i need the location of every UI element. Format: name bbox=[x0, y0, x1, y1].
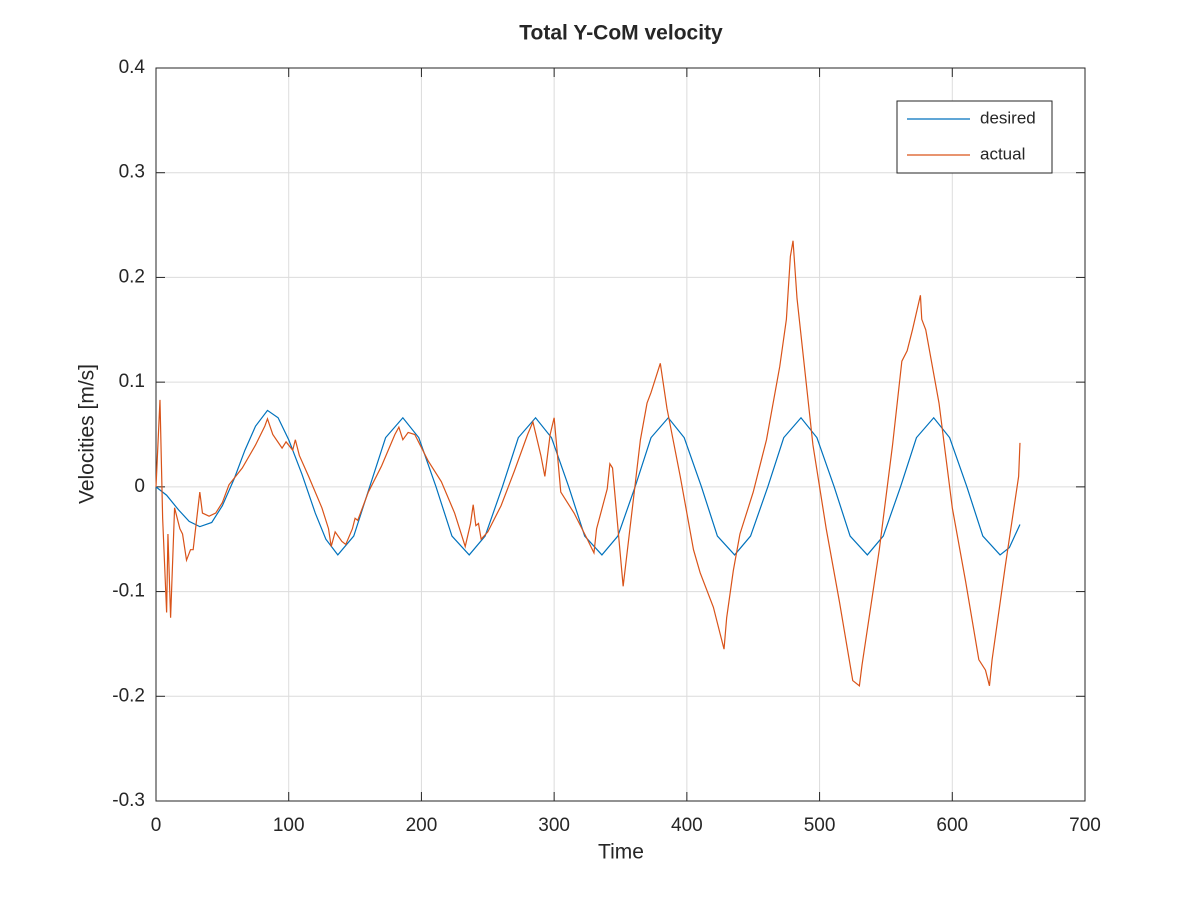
legend-label: actual bbox=[980, 144, 1025, 163]
x-tick-label: 100 bbox=[273, 815, 305, 836]
series-line bbox=[155, 240, 1021, 687]
y-axis-label: Velocities [m/s] bbox=[76, 364, 99, 504]
y-tick-label: 0.2 bbox=[119, 266, 145, 287]
y-tick-label: 0.3 bbox=[119, 162, 145, 183]
y-tick-label: -0.1 bbox=[112, 581, 145, 602]
x-tick-label: 200 bbox=[406, 815, 438, 836]
x-tick-label: 500 bbox=[804, 815, 836, 836]
chart-title: Total Y-CoM velocity bbox=[519, 22, 723, 45]
x-tick-label: 600 bbox=[936, 815, 968, 836]
x-tick-label: 700 bbox=[1069, 815, 1101, 836]
legend-label: desired bbox=[980, 108, 1036, 127]
y-tick-label: 0.1 bbox=[119, 371, 145, 392]
x-tick-label: 400 bbox=[671, 815, 703, 836]
x-tick-label: 0 bbox=[151, 815, 162, 836]
y-tick-label: 0 bbox=[134, 476, 145, 497]
y-tick-label: 0.4 bbox=[119, 57, 146, 78]
legend-box bbox=[896, 100, 1053, 174]
x-axis-label: Time bbox=[598, 841, 644, 864]
y-tick-label: -0.2 bbox=[112, 685, 145, 706]
plot-frame bbox=[155, 67, 1086, 802]
x-tick-label: 300 bbox=[538, 815, 570, 836]
series-line bbox=[155, 409, 1021, 556]
y-tick-label: -0.3 bbox=[112, 790, 145, 811]
